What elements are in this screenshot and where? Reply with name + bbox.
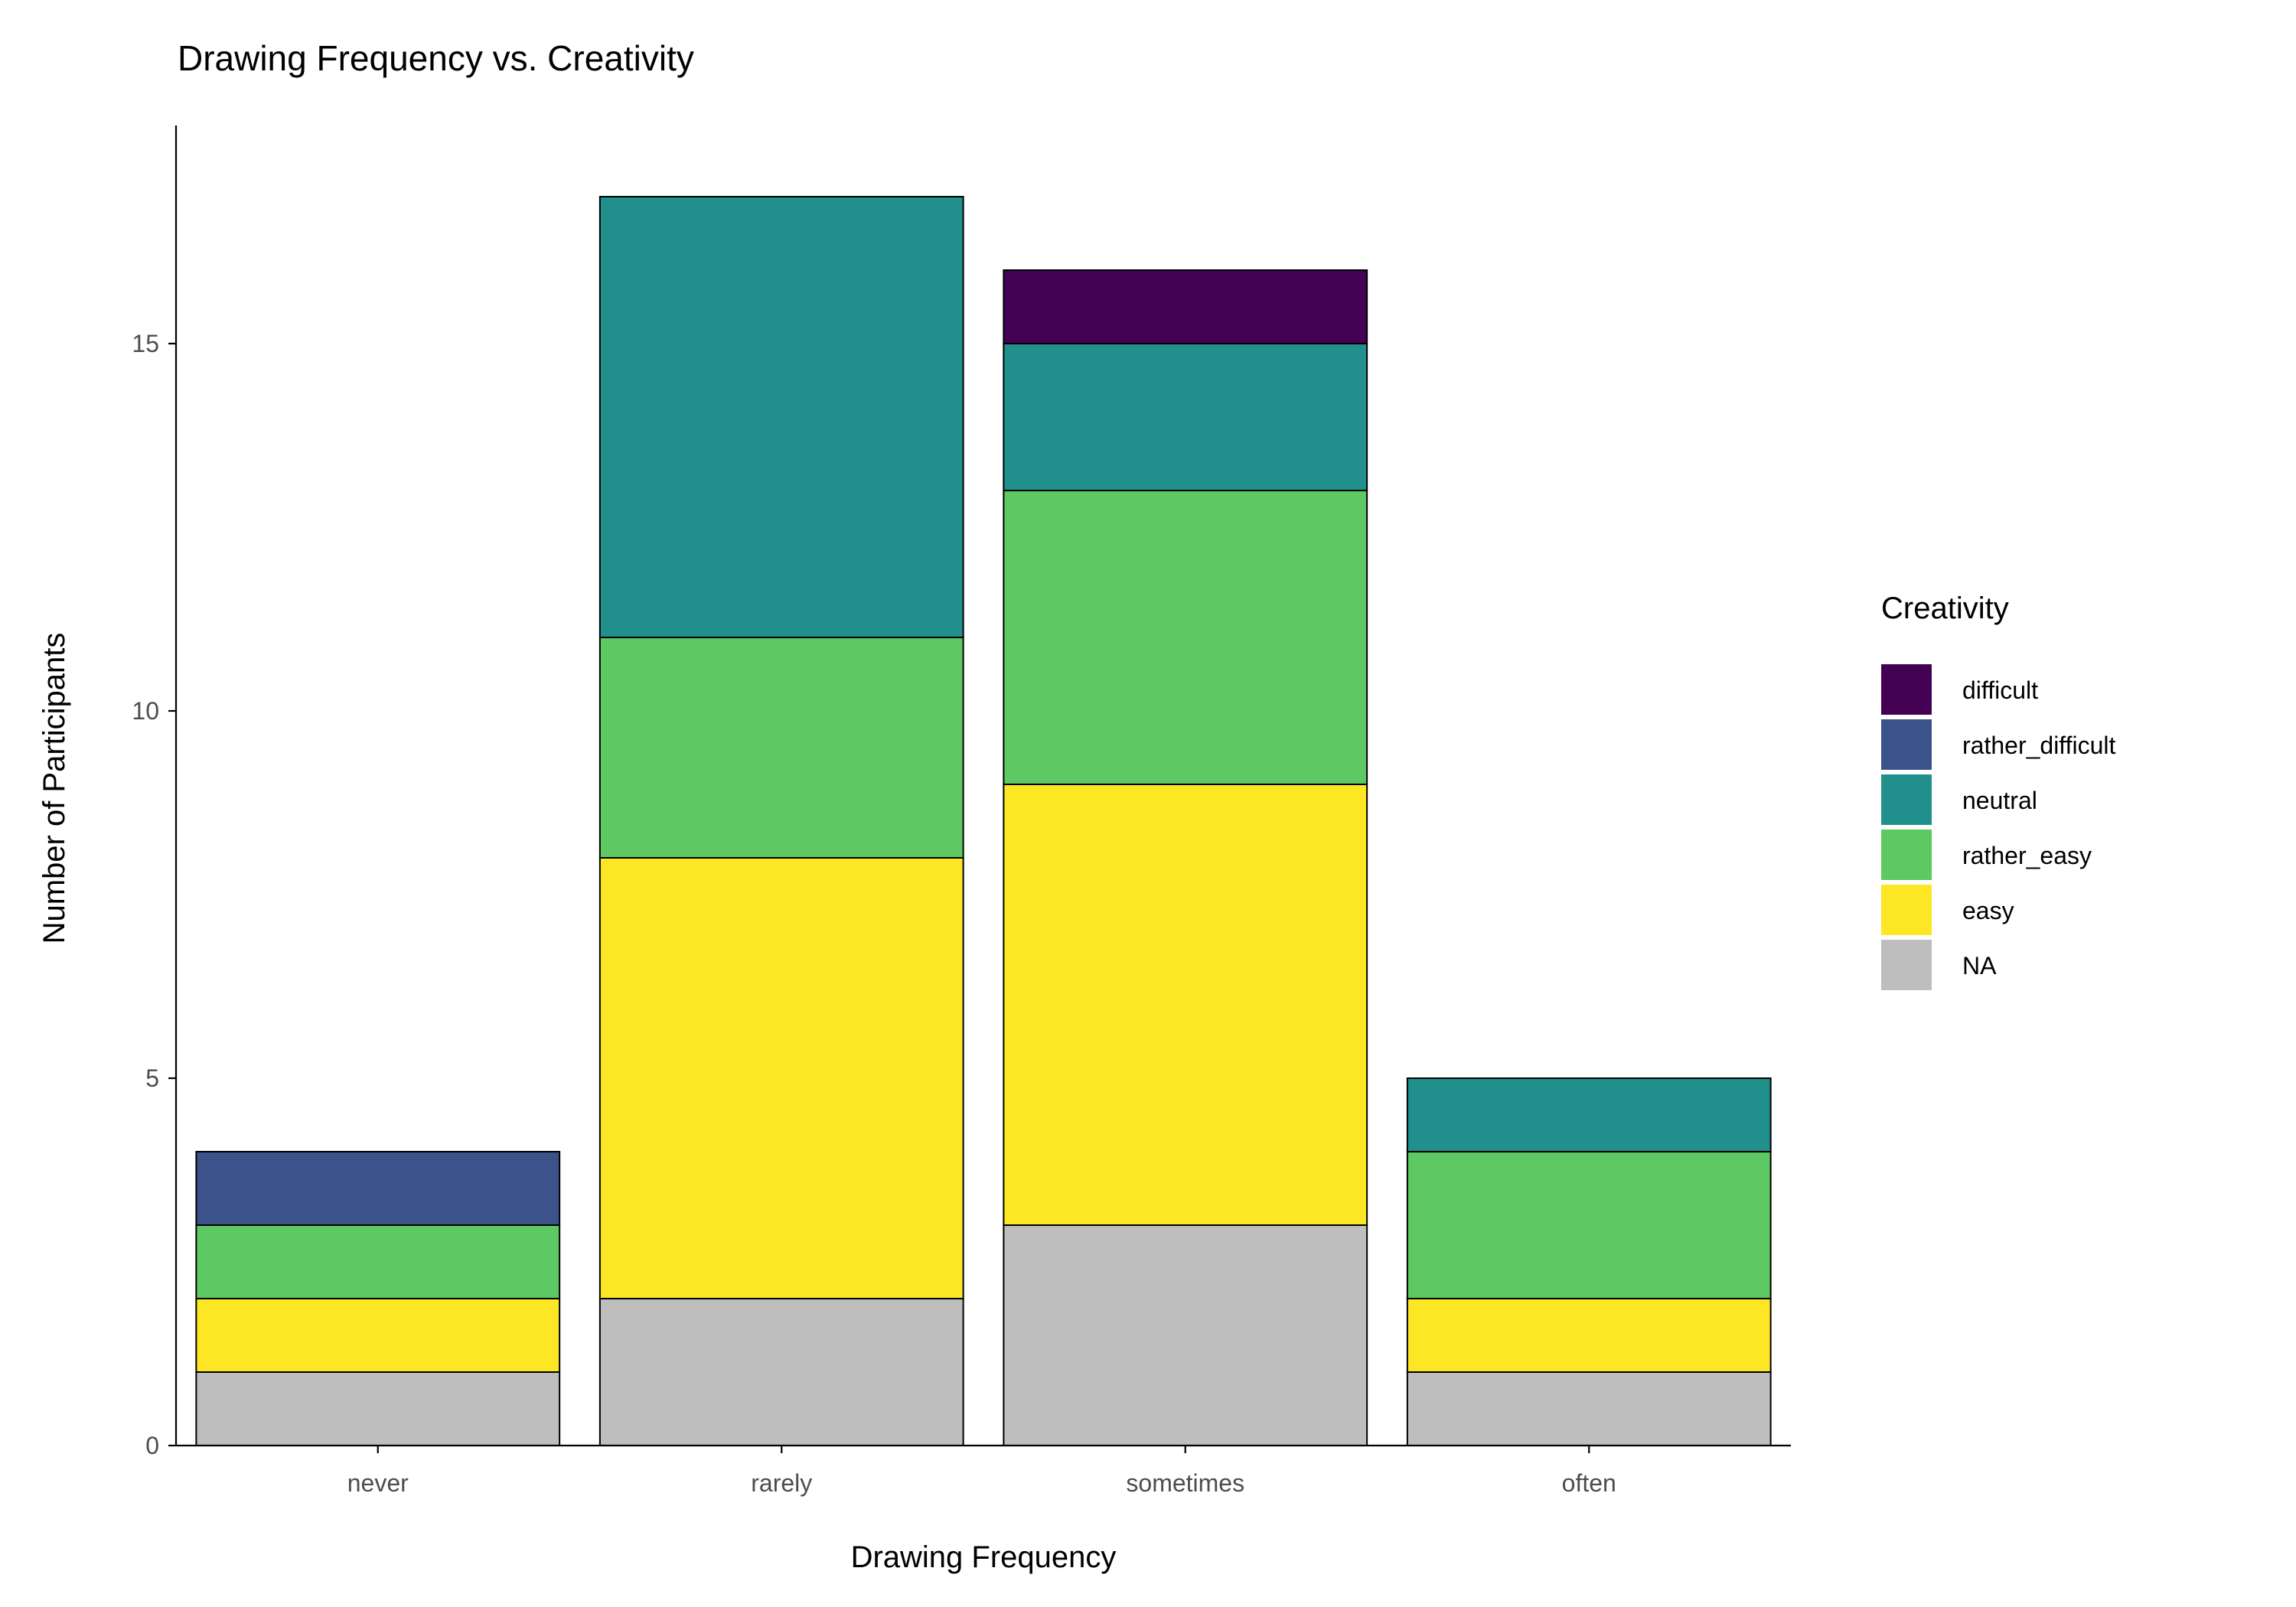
legend-label-rather-difficult: rather_difficult (1962, 732, 2116, 759)
bar-segment-sometimes-easy (1003, 784, 1368, 1226)
legend-key-easy (1881, 885, 1932, 935)
x-axis: never rarely sometimes often (347, 1446, 1616, 1497)
bar-segment-never-NA (195, 1371, 561, 1446)
x-tick-label: never (347, 1469, 409, 1497)
bar-segment-often-neutral (1406, 1077, 1772, 1152)
bar-segment-often-rather-easy (1406, 1151, 1772, 1299)
legend: Creativity difficult rather_difficultneut… (1881, 592, 2116, 990)
legend-key-neutral (1881, 774, 1932, 825)
bar-segment-often-easy (1406, 1298, 1772, 1373)
legend-key-difficult (1881, 664, 1932, 715)
legend-label-rather-easy: rather_easy (1962, 842, 2092, 869)
bar-segment-often-NA (1406, 1371, 1772, 1446)
y-tick-label: 10 (132, 697, 159, 725)
y-tick-label: 15 (132, 330, 159, 357)
bar-segment-rarely-NA (598, 1298, 964, 1446)
chart-title: Drawing Frequency vs. Creativity (178, 38, 694, 78)
y-tick-label: 0 (145, 1432, 159, 1459)
legend-label-neutral: neutral (1962, 787, 2037, 814)
x-tick-label: sometimes (1126, 1469, 1244, 1497)
bars-group (195, 196, 1772, 1446)
legend-title: Creativity (1881, 592, 2009, 625)
y-axis-title: Number of Participants (38, 633, 71, 944)
legend-label-NA: NA (1962, 952, 1997, 980)
legend-label-easy: easy (1962, 897, 2014, 924)
bar-segment-sometimes-difficult (1003, 269, 1368, 344)
x-tick-label: often (1562, 1469, 1616, 1497)
bar-segment-rarely-easy (598, 857, 964, 1299)
bar-segment-never-easy (195, 1298, 561, 1373)
bar-segment-sometimes-NA (1003, 1224, 1368, 1446)
x-tick-label: rarely (751, 1469, 812, 1497)
legend-key-rather-difficult (1881, 719, 1932, 770)
bar-segment-never-rather-difficult (195, 1151, 561, 1226)
bar-segment-sometimes-neutral (1003, 343, 1368, 491)
bar-segment-rarely-neutral (598, 196, 964, 638)
bar-segment-never-rather-easy (195, 1224, 561, 1299)
legend-key-NA (1881, 940, 1932, 990)
x-axis-title: Drawing Frequency (851, 1540, 1117, 1574)
legend-key-rather-easy (1881, 830, 1932, 880)
legend-label-difficult: difficult (1962, 676, 2038, 704)
bar-segment-sometimes-rather-easy (1003, 490, 1368, 785)
y-tick-label: 5 (145, 1064, 159, 1092)
y-axis: 0 5 10 15 (132, 330, 176, 1459)
bar-segment-rarely-rather-easy (598, 637, 964, 859)
